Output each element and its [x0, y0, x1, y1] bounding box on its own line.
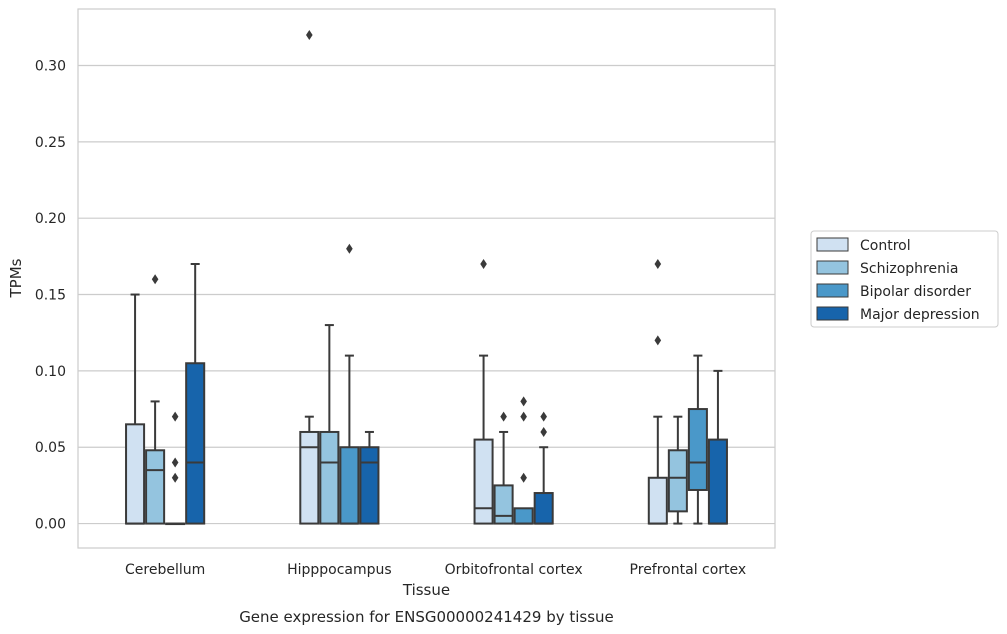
box-body — [299, 430, 320, 525]
outlier-point — [540, 426, 547, 437]
box-body — [647, 476, 668, 525]
legend-swatch — [816, 237, 849, 252]
box-body — [473, 438, 494, 525]
box-control — [647, 258, 668, 525]
legend-swatch — [816, 306, 849, 321]
outlier-point — [520, 396, 527, 407]
box-major-depression — [533, 411, 554, 525]
x-tick-label: Hipppocampus — [287, 562, 392, 578]
legend-frame — [810, 230, 999, 328]
box-schizophrenia — [493, 411, 514, 525]
box-body — [513, 507, 534, 525]
box-body — [185, 362, 206, 525]
y-axis-ticks: 0.00 0.05 0.10 0.15 0.20 0.25 0.30 — [35, 58, 66, 532]
outlier-point — [520, 472, 527, 483]
outlier-point — [654, 258, 662, 269]
x-axis-ticks: Cerebellum Hipppocampus Orbitofrontal cort… — [125, 562, 746, 578]
outlier-point — [480, 258, 487, 269]
box-body — [533, 492, 554, 525]
box-body — [707, 438, 728, 525]
outlier-point — [540, 411, 547, 422]
box-body — [125, 423, 146, 525]
box-series-group — [125, 29, 728, 526]
box-schizophrenia — [319, 324, 340, 525]
box-body — [687, 408, 708, 491]
box-body — [339, 446, 360, 525]
outlier-point — [500, 411, 507, 422]
box-bipolar-disorder — [513, 396, 534, 525]
outlier-point — [520, 411, 527, 422]
x-tick-label: Prefrontal cortex — [630, 562, 747, 578]
y-tick-label: 0.05 — [35, 440, 66, 456]
chart-title: Gene expression for ENSG00000241429 by t… — [239, 608, 614, 626]
outlier-point — [171, 411, 179, 422]
y-tick-label: 0.10 — [35, 364, 66, 380]
box-major-depression — [359, 430, 380, 525]
x-axis-title: Tissue — [402, 581, 450, 599]
outlier-point — [171, 457, 179, 468]
legend-swatch — [816, 283, 849, 298]
box-control — [299, 29, 320, 525]
box-major-depression — [185, 262, 206, 525]
box-bipolar-disorder — [339, 243, 360, 525]
y-tick-label: 0.00 — [35, 517, 66, 533]
legend: Control Schizophrenia Bipolar disorder Majo… — [810, 230, 999, 328]
box-body — [359, 446, 380, 525]
outlier-point — [346, 243, 353, 254]
y-axis-title: TPMs — [7, 258, 25, 298]
outlier-point — [151, 274, 159, 285]
y-tick-label: 0.30 — [35, 58, 66, 74]
outlier-point — [171, 472, 179, 483]
box-body — [493, 484, 514, 525]
y-tick-label: 0.20 — [35, 211, 66, 227]
box-bipolar-disorder — [165, 411, 186, 526]
x-tick-label: Cerebellum — [125, 562, 205, 578]
box-body — [145, 449, 166, 525]
legend-label: Schizophrenia — [860, 261, 958, 277]
box-bipolar-disorder — [687, 354, 708, 525]
legend-label: Control — [860, 238, 911, 254]
legend-swatch — [816, 260, 849, 275]
box-body — [319, 430, 340, 525]
x-tick-label: Orbitofrontal cortex — [445, 562, 583, 578]
y-tick-label: 0.25 — [35, 135, 66, 151]
legend-label: Bipolar disorder — [860, 284, 971, 300]
y-tick-label: 0.15 — [35, 288, 66, 304]
outlier-point — [654, 335, 662, 346]
legend-label: Major depression — [860, 307, 980, 323]
box-schizophrenia — [145, 274, 166, 525]
box-major-depression — [707, 369, 728, 525]
box-control — [473, 258, 494, 525]
box-body — [667, 449, 688, 513]
box-control — [125, 293, 146, 525]
outlier-point — [306, 29, 313, 40]
box-schizophrenia — [667, 415, 688, 525]
